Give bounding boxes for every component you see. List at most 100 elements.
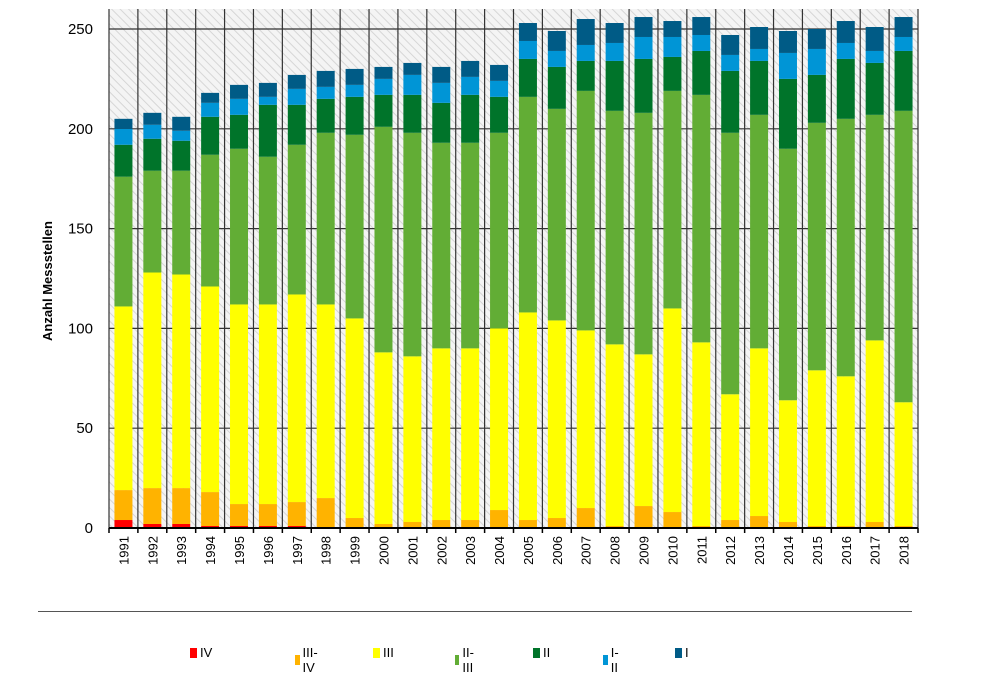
bar-segment-I-1994 — [201, 92, 220, 103]
bar-segment-III-2000 — [374, 352, 393, 525]
bar-segment-II-2016 — [836, 58, 855, 119]
bar-segment-II-III-1998 — [316, 132, 335, 305]
bar-segment-II-1996 — [258, 104, 277, 157]
y-tick-label: 250 — [68, 21, 93, 38]
legend-swatch — [373, 647, 380, 658]
bar-segment-III-1994 — [201, 286, 220, 493]
x-tick-label: 2008 — [608, 536, 623, 565]
bar-segment-I-II-2016 — [836, 42, 855, 59]
bar-segment-III-1999 — [345, 318, 364, 519]
bar-segment-II-2004 — [490, 96, 509, 133]
bar-segment-IV-1992 — [143, 524, 162, 528]
bar-segment-II-2013 — [750, 60, 769, 115]
bar-segment-I-2017 — [865, 27, 884, 51]
bar-segment-I-2002 — [432, 66, 451, 83]
legend-label: III-IV — [302, 645, 318, 675]
legend-item-III: III — [373, 645, 394, 660]
stacked-bar-chart: 0 50 100 150 200 250 1991 1992 1993 1994 1995 1996… — [40, 9, 919, 565]
legend-label: II-III — [462, 645, 474, 675]
bar-segment-IV-1993 — [172, 524, 191, 528]
bar-segment-III-2013 — [750, 348, 769, 517]
bar-segment-III-1998 — [316, 304, 335, 499]
bar-segment-I-II-1992 — [143, 124, 162, 139]
bar-segment-III-2009 — [634, 354, 653, 507]
bar-stack-1998 — [316, 70, 335, 528]
bar-segment-III-2016 — [836, 376, 855, 527]
bar-segment-II-2010 — [663, 56, 682, 91]
bar-segment-I-II-1998 — [316, 86, 335, 99]
bar-segment-III-2003 — [461, 348, 480, 521]
bar-segment-II-III-2011 — [692, 94, 711, 343]
bar-stack-1994 — [201, 92, 220, 528]
y-axis-title: Anzahl Messstellen — [40, 221, 55, 341]
bar-stack-1995 — [230, 84, 249, 528]
x-tick-label: 2001 — [405, 536, 420, 565]
bar-segment-II-III-2001 — [403, 132, 422, 357]
x-tick-labels: 1991 1992 1993 1994 1995 1996 1997 1998 1999 2000… — [116, 536, 911, 565]
bar-segment-II-1997 — [287, 104, 306, 145]
bar-stack-2014 — [778, 30, 797, 528]
bar-segment-I-II-2010 — [663, 36, 682, 57]
bar-segment-II-III-2004 — [490, 132, 509, 329]
bar-stack-1999 — [345, 68, 364, 528]
bar-segment-I-2003 — [461, 60, 480, 77]
bar-segment-II-2014 — [778, 78, 797, 149]
bar-stack-1991 — [114, 118, 133, 528]
bar-segment-III-2011 — [692, 342, 711, 527]
bar-segment-III-IV-2010 — [663, 512, 682, 528]
legend-item-I-II: I-II — [603, 645, 621, 675]
bar-segment-II-1991 — [114, 144, 133, 177]
x-tick-label: 2012 — [723, 536, 738, 565]
x-tick-label: 2004 — [492, 536, 507, 565]
bar-segment-I-II-1996 — [258, 96, 277, 105]
y-tick-label: 0 — [85, 520, 93, 537]
bar-segment-I-1997 — [287, 74, 306, 89]
bar-segment-I-1996 — [258, 82, 277, 97]
bar-segment-II-2017 — [865, 62, 884, 115]
bar-stack-2013 — [750, 27, 769, 528]
bar-segment-III-1997 — [287, 294, 306, 503]
bar-segment-III-1991 — [114, 306, 133, 491]
bar-segment-III-2017 — [865, 340, 884, 523]
bar-segment-II-2006 — [547, 66, 566, 109]
bar-segment-II-1992 — [143, 138, 162, 171]
legend-swatch — [190, 647, 197, 658]
legend-swatch — [295, 655, 300, 665]
bar-segment-I-1995 — [230, 84, 249, 99]
x-tick-label: 2016 — [839, 536, 854, 565]
bar-stack-2017 — [865, 27, 884, 528]
x-tick-label: 2014 — [781, 536, 796, 565]
bar-segment-I-2005 — [518, 23, 537, 41]
x-tick-label: 1992 — [145, 536, 160, 565]
bar-stack-2016 — [836, 21, 855, 528]
legend-swatch — [603, 655, 608, 665]
bar-segment-III-2004 — [490, 328, 509, 511]
x-tick-label: 2003 — [463, 536, 478, 565]
bar-segment-II-2003 — [461, 94, 480, 143]
y-tick-label: 50 — [76, 420, 93, 437]
x-tick-label: 2015 — [810, 536, 825, 565]
bar-stack-2018 — [894, 17, 913, 528]
bar-segment-III-IV-2004 — [490, 510, 509, 528]
bar-segment-II-III-2006 — [547, 108, 566, 321]
legend-swatch — [675, 647, 682, 658]
x-tick-label: 2006 — [550, 536, 565, 565]
legend-item-I: I — [675, 645, 689, 660]
bar-segment-I-II-2000 — [374, 78, 393, 95]
x-tick-label: 2018 — [897, 536, 912, 565]
bar-segment-II-III-2013 — [750, 114, 769, 349]
bar-segment-I-II-2018 — [894, 36, 913, 51]
bar-segment-II-III-1997 — [287, 144, 306, 295]
bar-segment-II-III-2016 — [836, 118, 855, 377]
bar-segment-III-2012 — [721, 394, 740, 521]
y-tick-label: 100 — [68, 320, 93, 337]
bar-segment-I-2018 — [894, 17, 913, 37]
x-tick-label: 1997 — [290, 536, 305, 565]
bar-segment-III-IV-2009 — [634, 506, 653, 528]
bar-segment-I-2001 — [403, 62, 422, 75]
bar-segment-II-III-2008 — [605, 110, 624, 345]
legend-item-II-III: II-III — [455, 645, 477, 675]
bar-segment-II-III-1991 — [114, 176, 133, 307]
bar-segment-I-2016 — [836, 21, 855, 43]
bar-segment-I-II-2011 — [692, 34, 711, 51]
